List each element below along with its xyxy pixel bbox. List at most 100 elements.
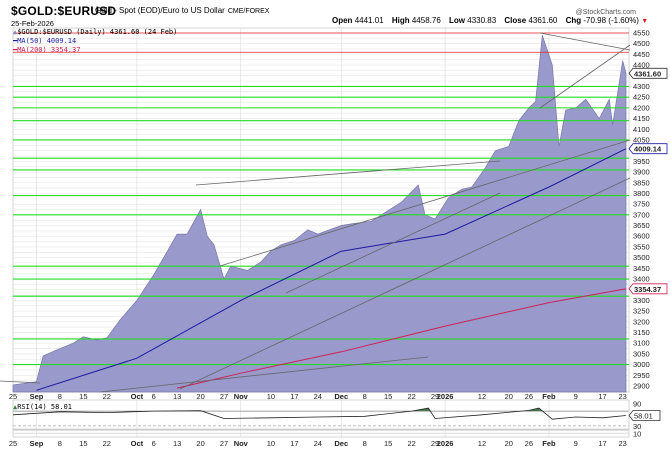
rsi-tick-label: 90 — [633, 400, 641, 409]
x-tick-label: 8 — [363, 392, 367, 401]
x-tick-label: 23 — [618, 439, 626, 448]
down-arrow-icon: ▼ — [641, 18, 649, 25]
trend-line — [539, 44, 631, 109]
low-label: Low — [449, 16, 466, 25]
change-label: Chg — [565, 16, 582, 25]
trend-line — [539, 32, 631, 51]
y-tick-label: 3500 — [633, 253, 650, 262]
y-tick-label: 3100 — [633, 339, 650, 348]
x-tick-label: 25 — [9, 392, 17, 401]
x-tick-label: 27 — [220, 439, 228, 448]
x-tick-label: 26 — [525, 392, 533, 401]
y-tick-label: 3000 — [633, 360, 650, 369]
x-tick-label: 22 — [103, 392, 111, 401]
y-tick-label: 4050 — [633, 135, 650, 144]
svg-text:3354.37: 3354.37 — [634, 285, 661, 294]
x-tick-label: 15 — [384, 392, 392, 401]
high-label: High — [391, 16, 410, 25]
ma200-price-tag: 3354.37 — [628, 283, 668, 295]
x-tick-label: Dec — [334, 439, 348, 448]
rsi-line — [12, 407, 627, 420]
x-tick-label: Feb — [542, 392, 556, 401]
x-tick-label: 25 — [9, 439, 17, 448]
x-tick-label: 13 — [173, 392, 181, 401]
y-tick-label: 4300 — [633, 82, 650, 91]
y-tick-label: 4100 — [633, 125, 650, 134]
y-tick-label: 3700 — [633, 210, 650, 219]
y-tick-label: 4450 — [633, 50, 650, 59]
x-tick-label: 2026 — [437, 392, 454, 401]
y-tick-label: 4250 — [633, 93, 650, 102]
x-tick-label: 17 — [598, 439, 606, 448]
x-tick-label: 15 — [384, 439, 392, 448]
price-area — [12, 34, 627, 393]
y-tick-label: 3950 — [633, 157, 650, 166]
x-tick-label: Feb — [542, 439, 556, 448]
close-label: Close — [504, 16, 527, 25]
y-tick-label: 3150 — [633, 328, 650, 337]
x-tick-label: Sep — [30, 439, 44, 448]
y-tick-label: 3650 — [633, 221, 650, 230]
y-tick-label: 2950 — [633, 371, 650, 380]
y-tick-label: 3300 — [633, 296, 650, 305]
x-tick-label: Nov — [234, 439, 249, 448]
y-tick-label: 3250 — [633, 307, 650, 316]
legend-ma50-text: MA(50) 4009.14 — [17, 37, 77, 45]
rsi-area-icon: ▲ — [13, 403, 18, 411]
y-tick-label: 3800 — [633, 189, 650, 198]
y-tick-label: 3050 — [633, 349, 650, 358]
y-tick-label: 3550 — [633, 242, 650, 251]
svg-text:58.01: 58.01 — [634, 412, 653, 421]
area-icon: ▲ — [13, 28, 18, 36]
x-tick-label: Dec — [334, 392, 348, 401]
y-tick-label: 3200 — [633, 317, 650, 326]
trend-line — [179, 177, 631, 390]
legend-price-text: $GOLD:$EURUSD (Daily) 4361.60 (24 Feb) — [17, 28, 178, 36]
svg-text:4361.60: 4361.60 — [634, 69, 661, 78]
x-tick-label: 27 — [220, 392, 228, 401]
x-tick-label: 20 — [196, 439, 204, 448]
y-tick-label: 4400 — [633, 61, 650, 70]
ma50-price-tag: 4009.14 — [628, 143, 668, 155]
chart-symbol: $GOLD:$EURUSD — [11, 4, 117, 18]
x-tick-label: 9 — [574, 439, 578, 448]
ma50-line — [36, 148, 627, 391]
x-tick-label: 13 — [173, 439, 181, 448]
rsi-tick-label: 10 — [633, 429, 641, 438]
trend-line — [219, 139, 631, 267]
ma50-line-icon: ━ — [13, 37, 18, 45]
open-value: 4441.01 — [354, 16, 384, 25]
x-tick-label: 17 — [290, 439, 298, 448]
x-tick-label: 24 — [314, 439, 322, 448]
x-tick-label: 29 — [431, 392, 439, 401]
legend-rsi-text: RSI(14) 58.01 — [17, 403, 73, 411]
trend-line — [99, 356, 429, 393]
x-tick-label: Sep — [30, 392, 44, 401]
x-tick-label: 12 — [478, 439, 486, 448]
ohlc-summary: Open 4441.01 High 4458.76 Low 4330.83 Cl… — [332, 16, 648, 25]
open-label: Open — [332, 16, 353, 25]
x-tick-label: 6 — [152, 392, 156, 401]
x-tick-label: 12 — [478, 392, 486, 401]
x-tick-label: 15 — [79, 439, 87, 448]
x-tick-label: 22 — [407, 439, 415, 448]
y-tick-label: 4200 — [633, 103, 650, 112]
x-tick-label: 10 — [267, 439, 275, 448]
svg-text:4009.14: 4009.14 — [634, 145, 662, 154]
description-text: Gold - Spot (EOD)/Euro to US Dollar — [95, 6, 225, 15]
x-tick-label: 23 — [618, 392, 626, 401]
x-tick-label: 17 — [598, 392, 606, 401]
x-tick-label: 22 — [103, 439, 111, 448]
y-tick-label: 3450 — [633, 264, 650, 273]
trend-line — [195, 160, 501, 186]
stockcharts-watermark: @StockCharts.com — [575, 9, 636, 16]
y-tick-label: 3750 — [633, 200, 650, 209]
change-value: -70.98 (-1.60%) — [583, 16, 639, 25]
y-tick-label: 4500 — [633, 39, 650, 48]
exchange-text: CME/FOREX — [227, 8, 270, 15]
x-tick-label: 8 — [58, 439, 62, 448]
trend-line — [0, 380, 41, 384]
y-tick-label: 3850 — [633, 178, 650, 187]
legend-price: ▲$GOLD:$EURUSD (Daily) 4361.60 (24 Feb) — [13, 28, 177, 36]
